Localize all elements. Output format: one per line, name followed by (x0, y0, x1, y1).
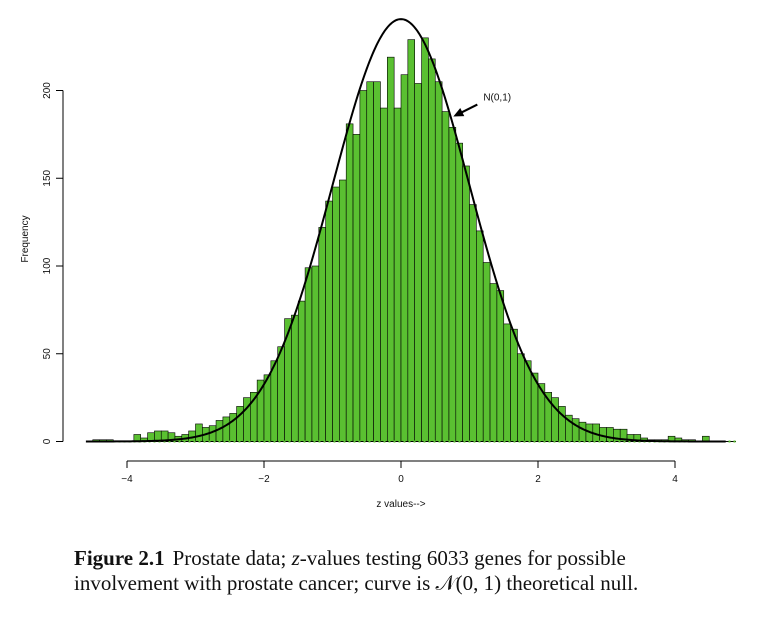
histogram-bar (517, 353, 525, 442)
histogram-bar (421, 37, 429, 442)
y-tick-label: 0 (42, 438, 53, 444)
histogram-bar (297, 300, 306, 442)
y-tick-label: 150 (42, 169, 53, 186)
histogram-bar (366, 81, 374, 442)
histogram-bar (489, 283, 498, 442)
curve-annotation: N(0,1) (453, 93, 511, 117)
histogram-figure: −4 −2 0 2 4 0 50 100 150 200 z values--> Frequen… (20, 18, 736, 510)
histogram-bar (318, 227, 326, 442)
histogram-bar (345, 123, 354, 442)
histogram-bar (291, 314, 299, 442)
x-tick-label: 0 (398, 474, 404, 485)
histogram-bar (496, 290, 505, 442)
histogram-bar (510, 328, 518, 442)
histogram-bar (393, 107, 402, 442)
histogram-bar (407, 39, 416, 442)
histogram-bar (434, 81, 443, 442)
histogram-bar (455, 142, 463, 442)
caption-text-1: Prostate data; (172, 546, 292, 570)
histogram-bar (441, 111, 450, 442)
histogram-bar (277, 346, 285, 442)
histogram-bar (339, 179, 347, 442)
histogram-bar (414, 83, 422, 442)
histogram-bar (469, 204, 477, 442)
histogram-bars (92, 37, 710, 442)
histogram-bar (482, 262, 491, 442)
x-tick-label: 2 (535, 474, 541, 485)
histogram-bar (380, 107, 388, 442)
x-tick-label: 4 (672, 474, 678, 485)
histogram-bar (195, 423, 203, 442)
histogram-bar (503, 323, 511, 442)
x-tick-label: −2 (258, 474, 270, 485)
histogram-bar (523, 360, 532, 442)
figure-caption: Figure 2.1 Prostate data; z-values testin… (74, 546, 734, 596)
y-axis: 0 50 100 150 200 (42, 82, 64, 444)
caption-distribution: 𝒩(0, 1) (435, 571, 502, 595)
x-tick-label: −4 (121, 474, 133, 485)
y-axis-title: Frequency (20, 215, 31, 262)
histogram-bar (325, 200, 333, 442)
histogram-bar (571, 418, 580, 442)
histogram-bar (332, 186, 340, 442)
histogram-bar (373, 81, 381, 442)
histogram-bar (578, 421, 587, 442)
histogram-bar (222, 416, 231, 442)
x-axis: −4 −2 0 2 4 (121, 460, 678, 485)
histogram-bar (448, 127, 457, 442)
histogram-bar (606, 427, 614, 442)
histogram-bar (428, 58, 436, 442)
histogram-bar (462, 165, 470, 442)
y-tick-label: 50 (42, 348, 53, 360)
caption-figure-label: Figure 2.1 (74, 546, 165, 570)
histogram-bar (263, 374, 272, 442)
histogram-bar (359, 90, 368, 442)
x-axis-title: z values--> (376, 499, 425, 510)
normal-density-curve (85, 18, 726, 443)
histogram-bar (400, 74, 409, 442)
y-tick-label: 200 (42, 82, 53, 99)
histogram-bar (270, 360, 279, 442)
caption-text-2: -values testing 6033 genes for possible … (74, 546, 626, 595)
caption-z-italic: z (291, 546, 300, 570)
annotation-arrowhead (453, 108, 465, 117)
histogram-bar (352, 134, 361, 442)
histogram-bar (386, 56, 395, 442)
caption-text-3: theoretical null. (501, 571, 639, 595)
histogram-bar (311, 265, 320, 442)
annotation-label: N(0,1) (483, 93, 511, 104)
y-tick-label: 100 (42, 257, 53, 274)
histogram-bar (476, 230, 484, 442)
annotation-arrow (460, 103, 478, 114)
histogram-bar (304, 267, 313, 442)
